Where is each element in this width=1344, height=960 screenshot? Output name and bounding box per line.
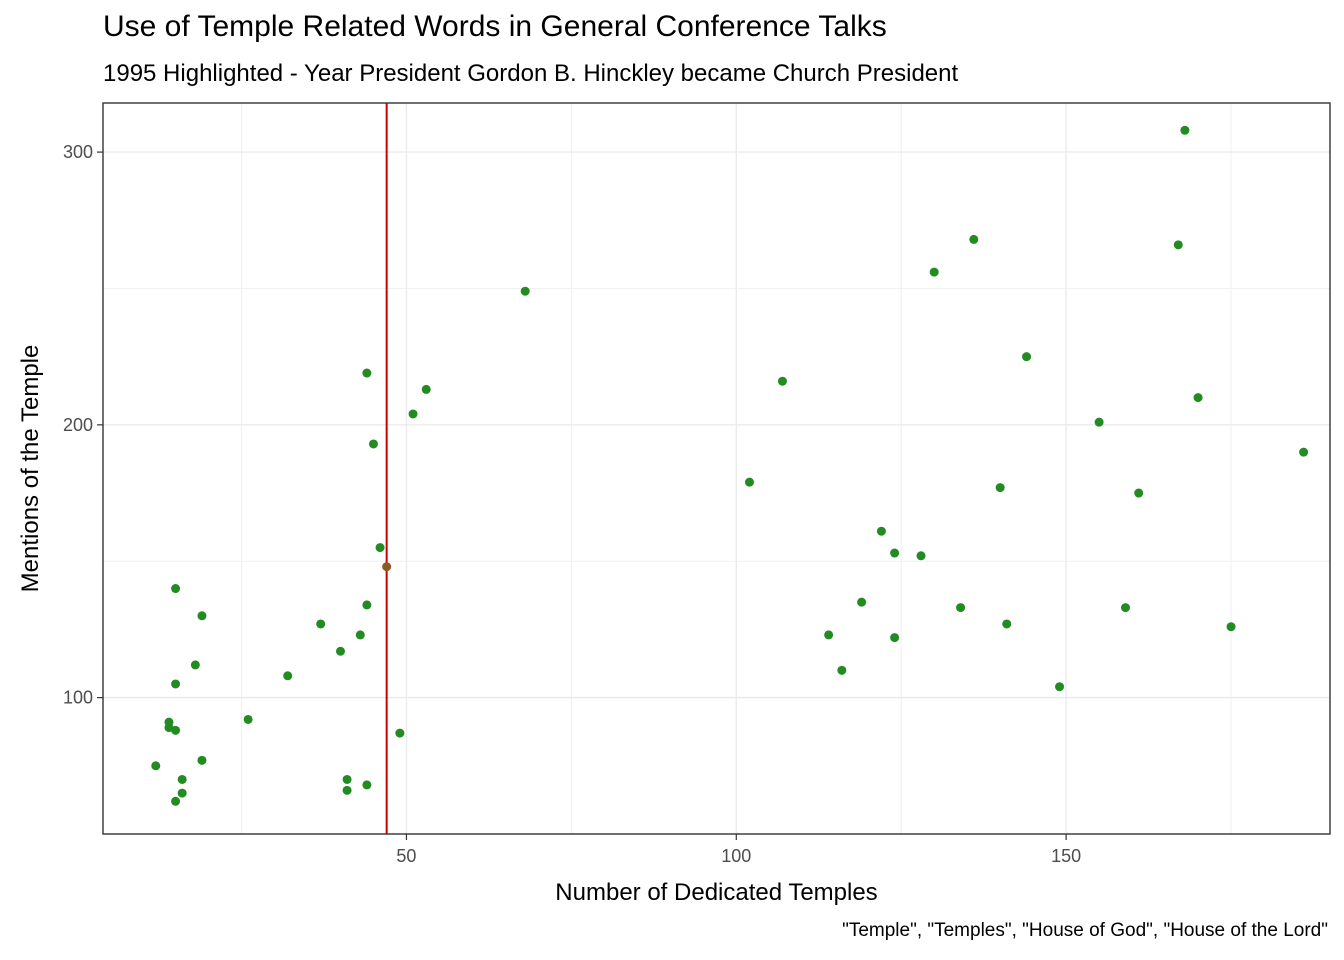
data-point (171, 796, 181, 806)
panel-border (102, 102, 1331, 835)
data-point (342, 785, 352, 795)
chart-subtitle: 1995 Highlighted - Year President Gordon… (103, 60, 959, 87)
chart-title: Use of Temple Related Words in General C… (103, 10, 887, 43)
data-point (520, 286, 530, 296)
data-point (890, 548, 900, 558)
minor-gridlines (103, 103, 1330, 835)
y-axis-title: Mentions of the Temple (17, 345, 44, 593)
data-point (890, 633, 900, 643)
data-point (197, 755, 207, 765)
data-point (368, 439, 378, 449)
data-point (395, 728, 405, 738)
data-point (777, 376, 787, 386)
data-point (1022, 352, 1032, 362)
data-point (171, 679, 181, 689)
data-point (362, 600, 372, 610)
data-point (408, 409, 418, 419)
data-point (1299, 447, 1309, 457)
y-tick-label: 100 (63, 688, 93, 708)
highlighted-data-point (382, 562, 392, 572)
data-point (335, 646, 345, 656)
data-point (1094, 417, 1104, 427)
data-point (197, 611, 207, 621)
data-point (929, 267, 939, 277)
data-point (421, 384, 431, 394)
data-point (190, 660, 200, 670)
data-point (171, 725, 181, 735)
data-point (916, 551, 926, 561)
axis-ticks: 50 100 150 100 200 300 (63, 142, 1081, 866)
data-point (362, 368, 372, 378)
data-point (956, 603, 966, 613)
data-point (1226, 622, 1236, 632)
data-point (177, 788, 187, 798)
data-point (1121, 603, 1130, 613)
data-point (283, 671, 293, 681)
data-point (355, 630, 365, 640)
x-tick-label: 150 (1051, 846, 1081, 866)
y-tick-label: 300 (63, 142, 93, 162)
data-point (1180, 125, 1190, 135)
data-point (1173, 240, 1183, 250)
major-gridlines (103, 103, 1330, 834)
data-point (744, 477, 754, 487)
data-point (171, 584, 181, 594)
data-point (342, 774, 352, 784)
data-point (824, 630, 834, 640)
data-point (857, 597, 867, 607)
data-point (316, 619, 326, 629)
data-point (995, 483, 1005, 493)
panel-frame (102, 102, 1331, 835)
data-point (1055, 682, 1065, 692)
data-point (362, 780, 372, 790)
x-tick-label: 100 (721, 846, 751, 866)
y-tick-label: 200 (63, 415, 93, 435)
x-axis-title: Number of Dedicated Temples (555, 879, 877, 906)
data-point (375, 543, 385, 553)
data-point (1134, 488, 1144, 498)
data-points (151, 125, 1309, 806)
data-point (837, 665, 847, 675)
data-point (164, 717, 174, 727)
data-point (151, 761, 161, 771)
data-point (876, 526, 886, 536)
chart-caption: "Temple", "Temples", "House of God", "Ho… (842, 920, 1328, 941)
data-point (177, 774, 187, 784)
data-point (1002, 619, 1012, 629)
data-point (1193, 393, 1203, 403)
x-tick-label: 50 (396, 846, 416, 866)
data-point (243, 714, 253, 724)
data-point (969, 234, 979, 244)
